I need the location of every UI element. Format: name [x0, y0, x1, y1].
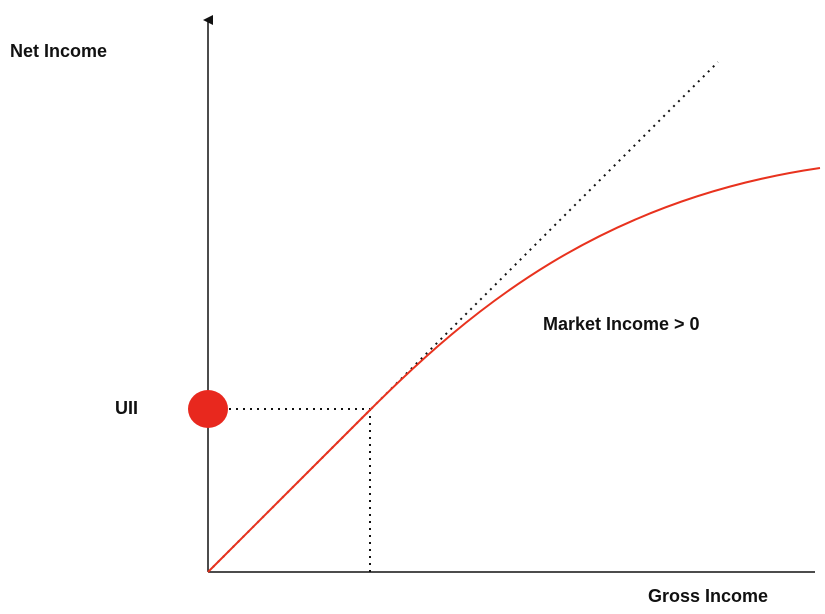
x-axis-label: Gross Income [648, 586, 768, 606]
uii-point [188, 390, 228, 428]
net-income-curve [207, 167, 821, 573]
y-axis-label: Net Income [10, 41, 107, 61]
point-label: UII [115, 398, 138, 418]
region-label: Market Income > 0 [543, 314, 700, 334]
